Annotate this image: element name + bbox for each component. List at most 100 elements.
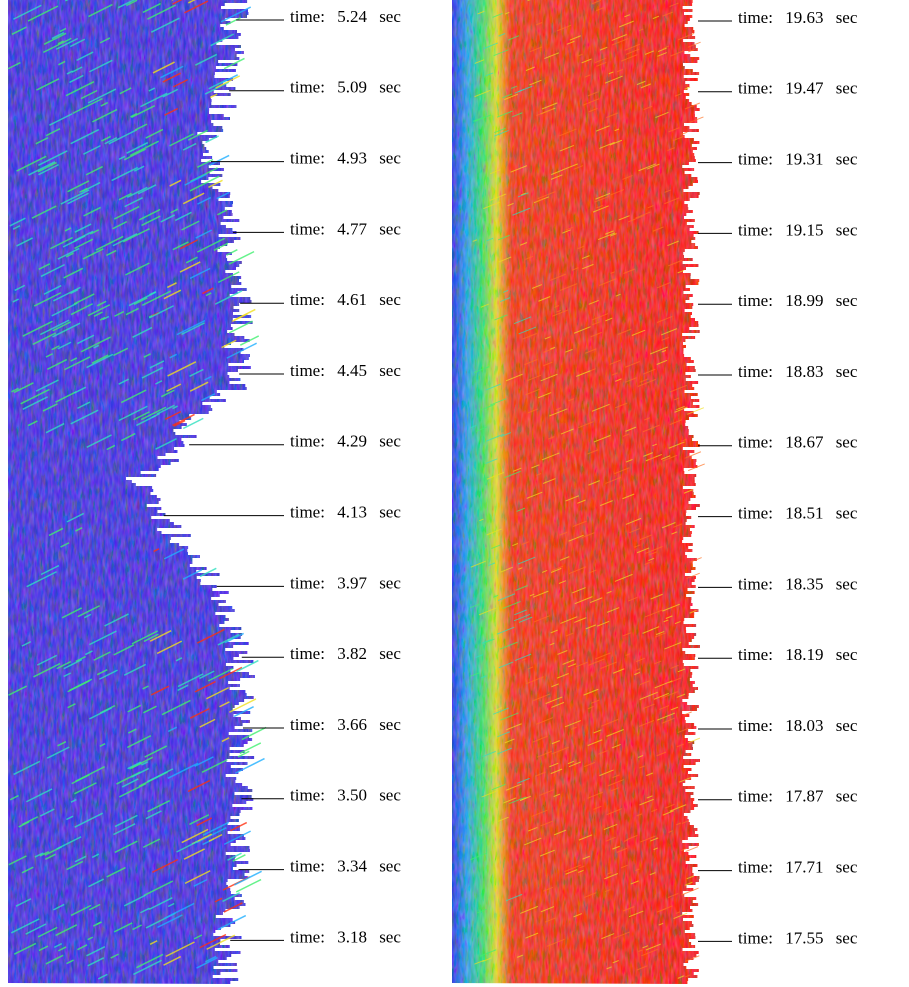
streak (220, 6, 252, 23)
streak (106, 444, 116, 451)
streak (538, 392, 552, 399)
streak (542, 478, 556, 484)
streak (66, 815, 74, 821)
streak (141, 366, 164, 379)
streak (684, 955, 700, 962)
streak (508, 796, 527, 805)
streak (75, 526, 83, 532)
streak (604, 873, 619, 880)
streak (550, 346, 556, 350)
streak (217, 633, 240, 646)
streak (483, 42, 499, 50)
streak (661, 691, 678, 699)
streak (609, 233, 617, 237)
streak (517, 954, 524, 958)
streak (133, 297, 148, 306)
streak (588, 480, 600, 486)
streak (497, 593, 516, 601)
streak (10, 918, 40, 934)
streak (153, 548, 160, 553)
streak (628, 214, 645, 223)
streak (228, 320, 253, 334)
streak (574, 617, 587, 623)
streak (45, 353, 53, 358)
streak (504, 470, 521, 479)
streak (529, 79, 542, 86)
streak (51, 345, 60, 351)
streak (620, 54, 638, 62)
time-label: time: 18.67 sec (738, 433, 858, 452)
streak (126, 735, 152, 749)
streak (641, 948, 658, 957)
streak (99, 742, 106, 747)
streak (622, 433, 630, 437)
streak (622, 493, 635, 500)
streak (70, 904, 92, 917)
streak (500, 297, 511, 303)
streak (540, 373, 558, 382)
streak (215, 75, 241, 89)
streak (636, 547, 650, 554)
streak (644, 609, 664, 618)
streak (607, 779, 624, 787)
streak (493, 594, 499, 598)
streak (172, 78, 189, 88)
streak (578, 53, 583, 57)
streak (74, 238, 94, 250)
streak (601, 933, 615, 940)
streak (132, 924, 142, 931)
streak (208, 667, 234, 682)
streak (21, 816, 39, 826)
streak (148, 87, 156, 92)
streak (89, 630, 117, 646)
streak (588, 299, 599, 305)
streak (148, 305, 174, 319)
streak (492, 12, 503, 18)
streak (620, 864, 628, 869)
streak (572, 520, 587, 527)
streak (574, 596, 593, 605)
streak (491, 783, 506, 791)
streak (500, 566, 513, 573)
streak (473, 366, 490, 374)
streak (482, 957, 492, 962)
streak (8, 685, 28, 696)
streak (213, 242, 229, 252)
streak (587, 791, 604, 799)
streak (599, 141, 615, 149)
streak (577, 421, 594, 429)
streak (557, 650, 568, 655)
streak (527, 374, 542, 382)
streak (174, 211, 192, 222)
time-label: time: 18.19 sec (738, 645, 858, 664)
streak (566, 40, 575, 45)
streak (184, 870, 211, 885)
streak (125, 262, 150, 276)
streak (53, 942, 63, 949)
streak (500, 432, 511, 438)
streak (603, 823, 618, 831)
streak (108, 129, 138, 145)
streak (149, 940, 158, 945)
streak (677, 975, 685, 979)
streak (628, 910, 644, 918)
streak (513, 467, 522, 472)
streak (662, 810, 674, 816)
streak (558, 580, 567, 584)
streak (119, 782, 147, 798)
streak (622, 632, 631, 637)
streak (615, 378, 622, 382)
streak (124, 196, 143, 208)
streak (569, 35, 581, 41)
streak (118, 378, 129, 385)
streak (189, 708, 210, 719)
streak (596, 61, 607, 67)
streak (498, 816, 509, 822)
streak (234, 870, 262, 886)
streak (234, 757, 265, 774)
streak (206, 686, 230, 700)
streak (45, 853, 57, 860)
streak (660, 455, 671, 460)
streak (236, 659, 259, 673)
streak (667, 147, 675, 152)
